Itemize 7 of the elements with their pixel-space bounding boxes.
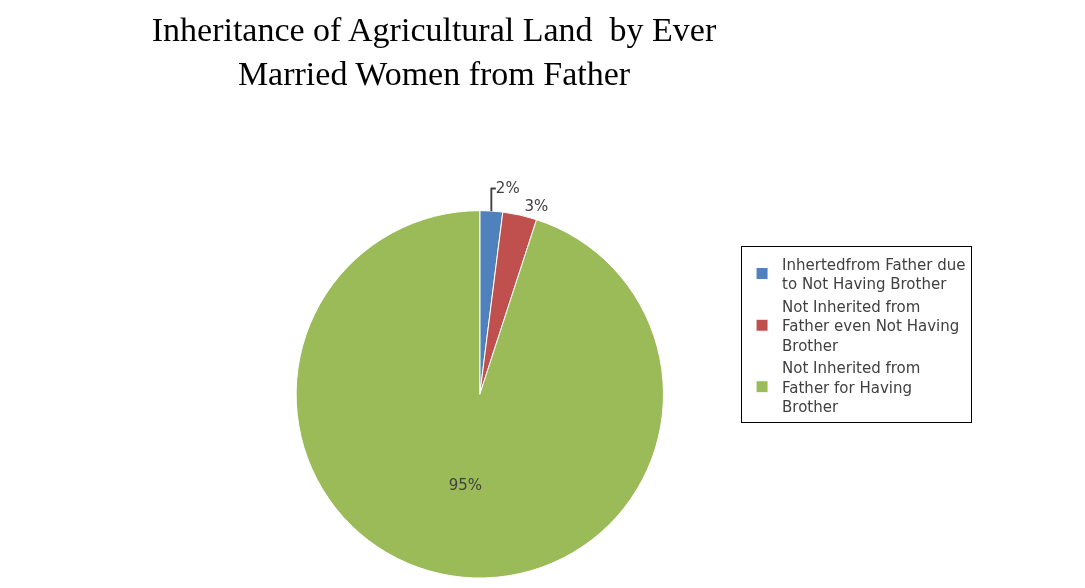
data-label: 3% — [524, 197, 549, 216]
data-label: 95% — [448, 476, 483, 495]
legend-label: Inhertedfrom Father due to Not Having Brother — [782, 255, 966, 294]
chart-title: Inheritance of Agricultural Land by Ever Married Women from Father — [151, 11, 717, 93]
legend-label: Not Inherited from Father even Not Having Brother — [782, 297, 960, 355]
legend-label: Not Inherited from Father for Having Brother — [782, 359, 921, 417]
data-label: 2% — [495, 179, 520, 198]
